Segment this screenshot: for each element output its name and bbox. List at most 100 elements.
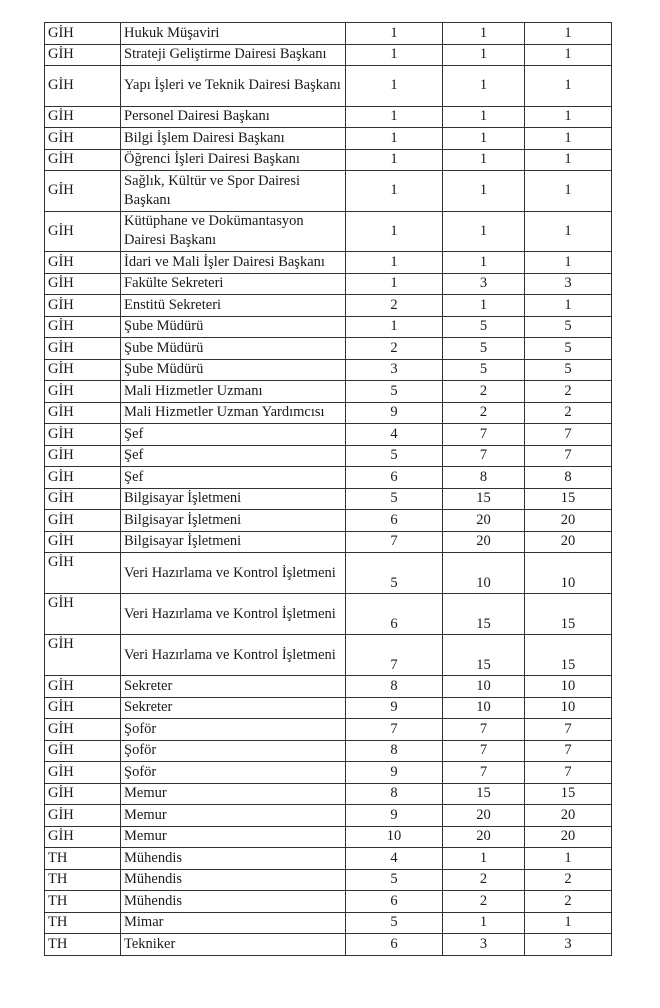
total-cell: 7 [524,739,612,762]
table-row: GİH Şoför 9 7 7 [44,761,612,784]
count-cell: 20 [442,825,525,848]
table-row: TH Mimar 5 1 1 [44,911,612,934]
total-cell: 2 [524,380,612,403]
count-cell: 2 [442,868,525,891]
grade-cell: 5 [345,444,443,467]
title-cell: Sekreter [120,675,346,698]
count-cell: 2 [442,401,525,424]
table-row: GİH Şube Müdürü 3 5 5 [44,358,612,381]
count-cell: 1 [442,210,525,252]
grade-cell: 1 [345,272,443,295]
grade-cell: 1 [345,43,443,66]
class-cell: GİH [44,675,121,698]
count-cell: 5 [442,358,525,381]
total-cell: 1 [524,911,612,934]
grade-cell: 5 [345,552,443,594]
title-cell: Şef [120,466,346,489]
class-cell: TH [44,933,121,956]
table-row: TH Mühendis 5 2 2 [44,868,612,891]
class-cell: GİH [44,210,121,252]
class-cell: GİH [44,634,121,676]
total-cell: 10 [524,696,612,719]
staff-positions-table: GİH Hukuk Müşaviri 1 1 1 GİH Strateji Geliştir… [44,22,612,956]
total-cell: 10 [524,675,612,698]
class-cell: GİH [44,718,121,741]
total-cell: 2 [524,401,612,424]
count-cell: 3 [442,933,525,956]
table-row: GİH Fakülte Sekreteri 1 3 3 [44,272,612,295]
table-row: GİH Öğrenci İşleri Dairesi Başkanı 1 1 1 [44,148,612,171]
count-cell: 1 [442,847,525,870]
class-cell: GİH [44,804,121,827]
class-cell: TH [44,890,121,913]
table-row: GİH Sekreter 8 10 10 [44,675,612,698]
class-cell: TH [44,868,121,891]
total-cell: 1 [524,105,612,128]
table-row: GİH Bilgisayar İşletmeni 5 15 15 [44,487,612,510]
count-cell: 10 [442,696,525,719]
class-cell: GİH [44,105,121,128]
total-cell: 2 [524,868,612,891]
title-cell: Memur [120,804,346,827]
total-cell: 20 [524,825,612,848]
class-cell: GİH [44,148,121,171]
count-cell: 20 [442,509,525,532]
class-cell: GİH [44,315,121,338]
class-cell: TH [44,847,121,870]
grade-cell: 6 [345,509,443,532]
title-cell: Sekreter [120,696,346,719]
count-cell: 2 [442,380,525,403]
title-cell: Bilgisayar İşletmeni [120,530,346,553]
grade-cell: 1 [345,170,443,212]
count-cell: 2 [442,890,525,913]
class-cell: GİH [44,380,121,403]
grade-cell: 6 [345,466,443,489]
title-cell: Veri Hazırlama ve Kontrol İşletmeni [120,593,346,635]
table-row: GİH Kütüphane ve Dokümantasyon Dairesi Ba… [44,210,612,252]
grade-cell: 1 [345,65,443,107]
table-row: GİH Memur 9 20 20 [44,804,612,827]
count-cell: 1 [442,22,525,45]
grade-cell: 6 [345,890,443,913]
class-cell: GİH [44,782,121,805]
table-row: GİH Bilgi İşlem Dairesi Başkanı 1 1 1 [44,127,612,150]
class-cell: GİH [44,337,121,360]
grade-cell: 7 [345,634,443,676]
table-row: GİH Mali Hizmetler Uzmanı 5 2 2 [44,380,612,403]
title-cell: Şef [120,423,346,446]
count-cell: 7 [442,761,525,784]
grade-cell: 1 [345,210,443,252]
class-cell: GİH [44,22,121,45]
count-cell: 7 [442,718,525,741]
class-cell: GİH [44,696,121,719]
count-cell: 15 [442,634,525,676]
table-row: TH Mühendis 4 1 1 [44,847,612,870]
grade-cell: 10 [345,825,443,848]
count-cell: 8 [442,466,525,489]
table-row: GİH Bilgisayar İşletmeni 6 20 20 [44,509,612,532]
title-cell: Kütüphane ve Dokümantasyon Dairesi Başka… [120,210,346,252]
class-cell: GİH [44,509,121,532]
table-row: GİH Bilgisayar İşletmeni 7 20 20 [44,530,612,553]
title-cell: Mühendis [120,868,346,891]
count-cell: 5 [442,315,525,338]
class-cell: GİH [44,401,121,424]
count-cell: 1 [442,148,525,171]
table-row: GİH Şoför 8 7 7 [44,739,612,762]
grade-cell: 9 [345,761,443,784]
class-cell: GİH [44,487,121,510]
count-cell: 20 [442,804,525,827]
class-cell: GİH [44,825,121,848]
grade-cell: 9 [345,696,443,719]
grade-cell: 9 [345,804,443,827]
table-row: GİH Şoför 7 7 7 [44,718,612,741]
count-cell: 1 [442,127,525,150]
total-cell: 5 [524,337,612,360]
title-cell: Memur [120,782,346,805]
grade-cell: 1 [345,315,443,338]
class-cell: GİH [44,170,121,212]
class-cell: GİH [44,43,121,66]
title-cell: Şoför [120,761,346,784]
total-cell: 7 [524,718,612,741]
title-cell: Enstitü Sekreteri [120,294,346,317]
